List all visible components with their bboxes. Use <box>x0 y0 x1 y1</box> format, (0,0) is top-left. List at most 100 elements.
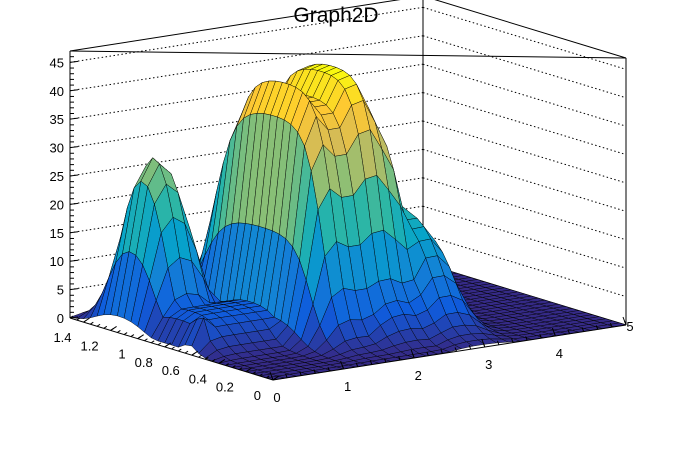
x-minor-tick <box>539 334 542 339</box>
x-minor-tick <box>553 331 556 337</box>
y-axis: 0 0.2 0.4 0.6 0.8 1 1.2 1.4 <box>53 315 280 403</box>
z-gridline <box>422 120 627 184</box>
x-minor-tick <box>454 347 458 352</box>
z-tick-mark <box>69 146 79 149</box>
y-minor-tick <box>144 338 148 342</box>
z-axis: 0 5 10 15 20 25 30 35 40 45 <box>50 55 79 326</box>
z-tick-mark <box>69 316 79 319</box>
z-gridline <box>422 205 627 269</box>
z-gridline <box>422 92 627 156</box>
x-tick-label: 2 <box>415 368 422 383</box>
x-minor-tick <box>369 360 373 365</box>
y-minor-tick <box>90 321 94 325</box>
y-tick-label: 0 <box>254 388 261 403</box>
frame-edge <box>69 0 401 52</box>
frame-edge <box>434 0 627 59</box>
y-minor-tick <box>164 344 169 348</box>
x-minor-tick <box>341 364 345 370</box>
z-tick-mark <box>69 231 79 234</box>
surface-mesh <box>69 63 627 381</box>
x-minor-tick <box>624 320 627 326</box>
y-minor-tick <box>259 373 263 377</box>
y-minor-tick <box>205 356 209 360</box>
x-tick-label: 1 <box>344 379 351 394</box>
x-minor-tick <box>299 371 302 376</box>
x-minor-tick <box>355 362 359 367</box>
x-minor-tick <box>440 349 443 354</box>
z-gridline <box>422 177 627 241</box>
z-tick-label: 20 <box>50 197 64 212</box>
y-minor-tick <box>211 358 216 362</box>
z-gridline <box>69 6 424 63</box>
chart-title: Graph2D <box>293 4 378 27</box>
x-minor-tick <box>398 356 401 361</box>
y-tick-label: 0.6 <box>162 363 180 378</box>
z-gridline <box>422 63 627 127</box>
y-minor-tick <box>123 332 128 335</box>
x-tick-label: 3 <box>485 357 492 372</box>
x-minor-tick <box>426 351 429 356</box>
x-minor-tick <box>496 340 500 345</box>
z-tick-label: 30 <box>50 141 64 156</box>
y-tick-label: 1.2 <box>81 338 99 353</box>
y-tick-label: 0.8 <box>135 355 153 370</box>
z-tick-mark <box>69 259 79 262</box>
z-tick-mark <box>69 60 79 63</box>
y-tick-label: 1 <box>118 347 125 362</box>
y-minor-tick <box>76 317 81 321</box>
x-minor-tick <box>412 353 415 359</box>
x-minor-tick <box>609 323 613 328</box>
z-tick-label: 35 <box>50 112 64 127</box>
z-tick-label: 5 <box>57 283 64 298</box>
y-minor-tick <box>238 367 243 371</box>
y-minor-tick <box>198 354 202 358</box>
z-tick-mark <box>69 89 79 92</box>
z-gridline <box>422 35 627 99</box>
x-minor-tick <box>285 373 288 378</box>
frame-edge <box>272 324 627 381</box>
y-minor-tick <box>232 365 236 369</box>
y-minor-tick <box>130 334 135 338</box>
y-minor-tick <box>96 323 101 327</box>
x-tick-label: 4 <box>556 346 563 361</box>
z-gridline <box>422 148 627 212</box>
x-minor-tick <box>567 329 570 334</box>
y-minor-tick <box>218 361 223 364</box>
y-minor-tick <box>245 369 250 373</box>
x-minor-tick <box>383 358 387 363</box>
y-minor-tick <box>177 348 182 352</box>
y-minor-tick <box>265 375 270 379</box>
x-minor-tick <box>327 367 330 372</box>
y-minor-tick <box>83 319 87 323</box>
x-minor-tick <box>313 369 316 374</box>
z-tick-mark <box>69 117 79 120</box>
x-minor-tick <box>468 345 472 350</box>
x-minor-tick <box>595 325 599 330</box>
y-minor-tick <box>171 346 175 350</box>
z-tick-label: 10 <box>50 254 64 269</box>
x-minor-tick <box>271 375 274 381</box>
y-minor-tick <box>225 363 229 366</box>
y-minor-tick <box>110 327 114 331</box>
y-minor-tick <box>150 340 155 344</box>
z-tick-label: 40 <box>50 84 64 99</box>
frame-edge <box>69 50 627 59</box>
z-tick-label: 45 <box>50 55 64 70</box>
y-tick-label: 0.2 <box>216 380 234 395</box>
y-minor-tick <box>184 350 189 354</box>
z-tick-mark <box>69 202 79 205</box>
x-minor-tick <box>581 327 585 332</box>
y-minor-tick <box>252 371 256 375</box>
x-minor-tick <box>482 342 486 348</box>
y-minor-tick <box>157 342 162 346</box>
z-tick-mark <box>69 174 79 177</box>
y-minor-tick <box>103 325 108 329</box>
x-axis: 0 1 2 3 4 5 <box>269 316 634 405</box>
z-tick-label: 0 <box>57 311 64 326</box>
x-tick-label: 0 <box>273 390 280 405</box>
y-minor-tick <box>272 377 277 381</box>
y-tick-label: 1.4 <box>53 330 71 345</box>
x-tick-label: 5 <box>626 319 633 334</box>
y-minor-tick <box>117 330 121 333</box>
